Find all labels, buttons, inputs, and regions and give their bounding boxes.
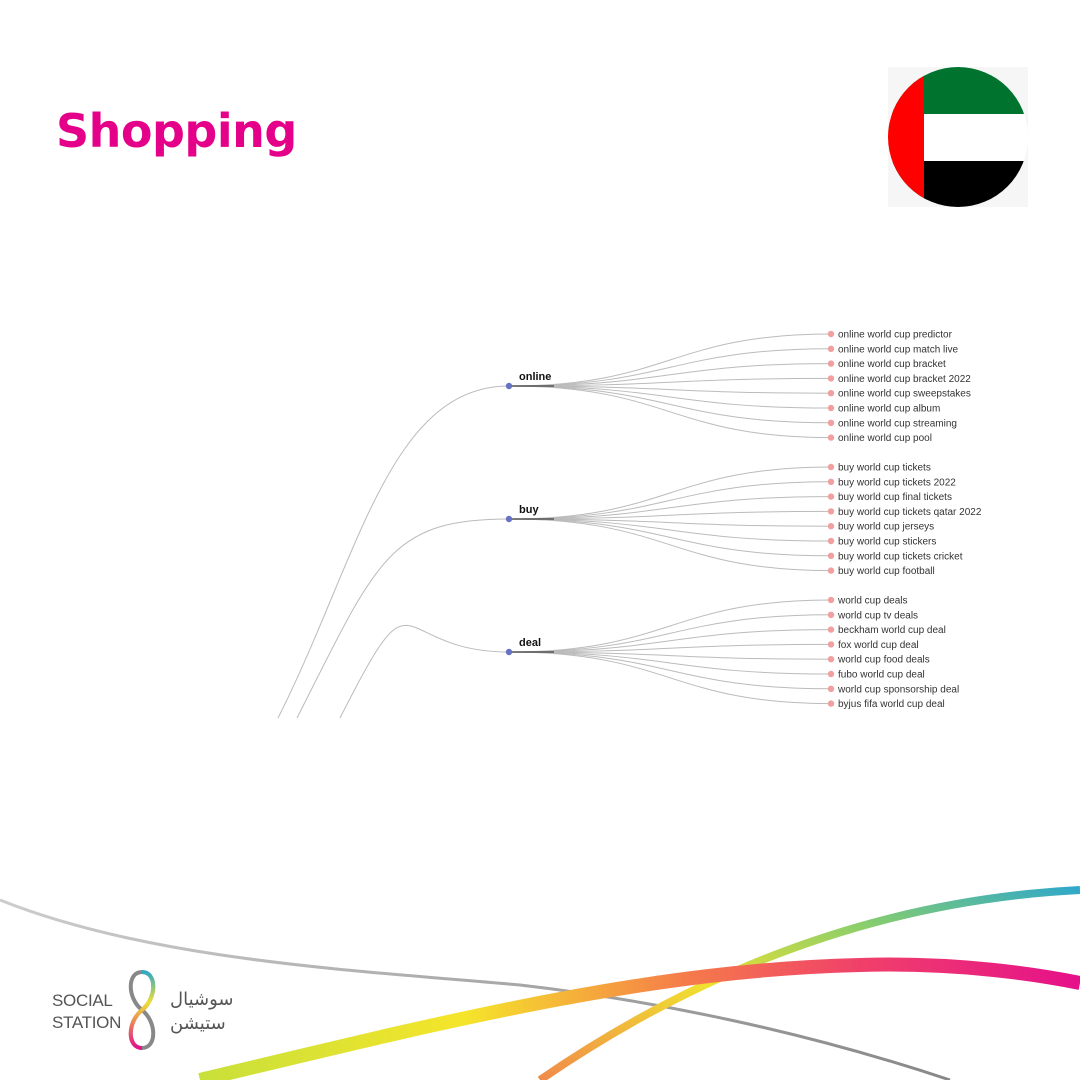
leaf-label: buy world cup tickets 2022 <box>838 477 956 488</box>
branch-label: online <box>519 371 551 383</box>
leaf-link <box>508 385 832 424</box>
leaf-link <box>508 333 832 387</box>
leaf-node <box>827 700 835 707</box>
leaf-label: online world cup sweepstakes <box>838 389 971 400</box>
branch-node <box>505 382 513 390</box>
logo-text-station: STATION <box>52 1013 122 1032</box>
logo-infinity-icon <box>128 969 156 1051</box>
leaf-link <box>508 599 832 653</box>
leaf-label: buy world cup final tickets <box>838 492 952 503</box>
leaf-link <box>508 651 832 660</box>
leaf-node <box>827 670 835 678</box>
leaf-node <box>827 567 835 574</box>
leaf-link <box>508 348 832 387</box>
leaf-node <box>827 419 835 426</box>
leaf-label: world cup sponsorship deal <box>837 684 959 695</box>
leaf-node <box>827 463 835 471</box>
leaf-label: fox world cup deal <box>838 640 919 651</box>
leaf-link <box>508 614 832 653</box>
logo-arabic-line2: ستيشن <box>170 1013 226 1034</box>
leaf-link <box>508 518 832 572</box>
root-link <box>296 518 510 719</box>
leaf-node <box>827 552 835 559</box>
leaf-node <box>827 493 835 500</box>
leaf-label: buy world cup tickets <box>838 463 931 474</box>
root-link <box>277 385 510 719</box>
leaf-label: online world cup bracket 2022 <box>838 374 971 385</box>
leaf-label: buy world cup tickets qatar 2022 <box>838 507 982 518</box>
leaf-node <box>827 360 835 367</box>
leaf-label: online world cup bracket <box>838 359 946 370</box>
branch-label: deal <box>519 637 541 649</box>
leaf-link <box>508 518 832 527</box>
leaf-node <box>827 375 835 382</box>
leaf-link <box>508 385 832 394</box>
leaf-link <box>508 518 832 542</box>
branch-node <box>505 515 513 523</box>
leaf-label: online world cup match live <box>838 344 958 355</box>
leaf-label: fubo world cup deal <box>838 670 925 681</box>
leaf-label: world cup deals <box>837 596 907 607</box>
leaf-link <box>508 466 832 520</box>
leaf-link <box>508 510 832 520</box>
leaf-node <box>827 508 835 515</box>
decorative-waves <box>0 886 1080 1080</box>
leaf-label: byjus fifa world cup deal <box>838 699 945 710</box>
leaf-label: world cup tv deals <box>837 610 918 621</box>
leaf-link <box>508 481 832 520</box>
keyword-tree: online world cup predictor online world c… <box>277 330 982 719</box>
leaf-node <box>827 537 835 545</box>
leaf-label: online world cup predictor <box>838 330 953 341</box>
leaf-link <box>508 643 832 653</box>
leaf-node <box>827 478 835 485</box>
leaf-label: beckham world cup deal <box>838 625 946 636</box>
leaf-node <box>827 434 835 441</box>
leaf-node <box>827 390 835 397</box>
leaf-node <box>827 330 835 338</box>
leaf-link <box>508 629 832 653</box>
branch-node <box>505 648 513 656</box>
leaf-link <box>508 377 832 387</box>
branch-label: buy <box>519 504 539 516</box>
leaf-link <box>508 651 832 675</box>
leaf-link <box>508 518 832 557</box>
leaf-label: online world cup streaming <box>838 418 957 429</box>
leaf-label: buy world cup stickers <box>838 537 936 548</box>
leaf-link <box>508 385 832 439</box>
leaf-label: buy world cup tickets cricket <box>838 551 963 562</box>
leaf-label: buy world cup football <box>838 566 935 577</box>
leaf-label: buy world cup jerseys <box>838 522 934 533</box>
logo-text-social: SOCIAL <box>52 991 113 1010</box>
leaf-link <box>508 385 832 409</box>
leaf-node <box>827 611 835 618</box>
root-link <box>339 624 510 719</box>
leaf-node <box>827 685 835 692</box>
uae-flag-icon <box>888 67 1028 207</box>
leaf-node <box>827 641 835 648</box>
leaf-link <box>508 651 832 705</box>
leaf-node <box>827 656 835 663</box>
leaf-link <box>508 496 832 520</box>
leaf-node <box>827 596 835 604</box>
leaf-link <box>508 363 832 387</box>
logo-arabic-line1: سوشيال <box>170 989 234 1010</box>
leaf-link <box>508 651 832 690</box>
leaf-label: online world cup album <box>838 404 940 415</box>
leaf-node <box>827 404 835 412</box>
leaf-node <box>827 345 835 352</box>
leaf-node <box>827 523 835 530</box>
page-title: Shopping <box>56 104 297 158</box>
leaf-node <box>827 626 835 633</box>
leaf-label: world cup food deals <box>837 655 930 666</box>
leaf-label: online world cup pool <box>838 433 932 444</box>
